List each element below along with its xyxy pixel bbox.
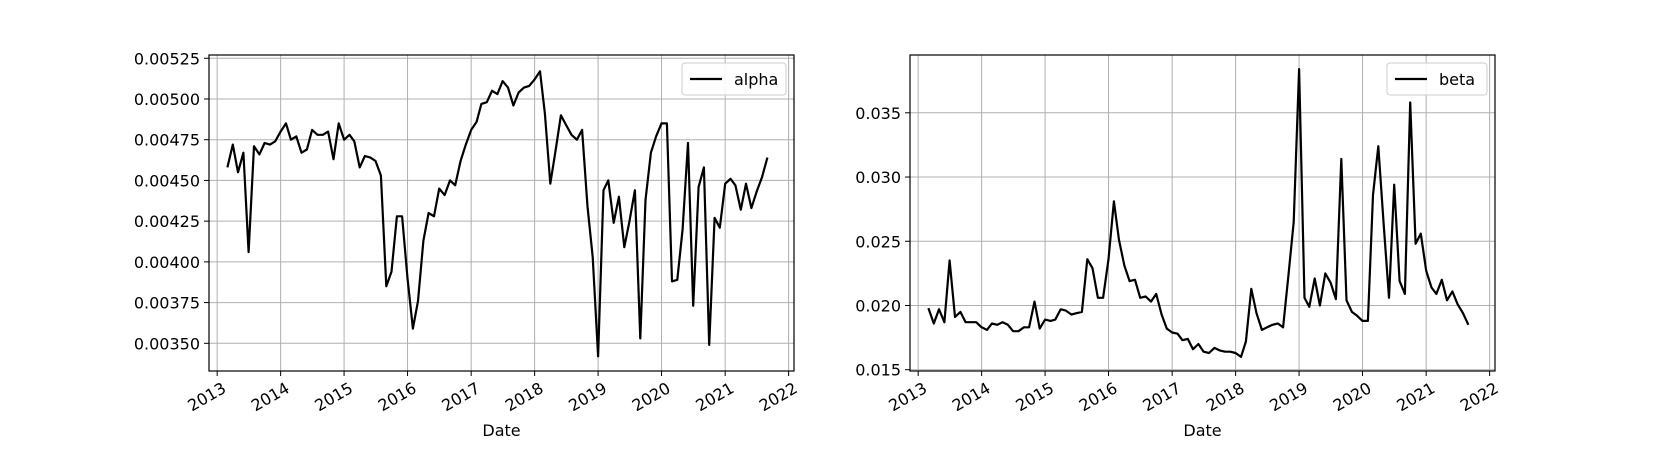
legend-label-beta: beta [1439,70,1475,89]
x-axis-label: Date [482,421,520,440]
x-tick-label: 2018 [1203,378,1248,415]
x-tick-label: 2016 [1076,378,1121,415]
y-tick-label: 0.020 [855,296,901,315]
y-tick-label: 0.00525 [134,49,200,68]
axes-frame [208,54,795,372]
y-tick-label: 0.00500 [134,90,200,109]
chart-panel-2: 0.015 0.020 0.025 0.030 0.035 2013 2014 2015 201… [855,54,1502,440]
legend: alpha [681,62,787,96]
x-tick-label: 2022 [756,378,801,415]
y-tick-label: 0.015 [855,361,901,380]
y-tick-label: 0.035 [855,104,901,123]
x-tick-label: 2021 [692,378,737,415]
x-tick-label: 2020 [629,378,674,415]
x-tick-label: 2017 [438,378,483,415]
x-tick-label: 2018 [502,378,547,415]
x-tick-label: 2015 [311,378,356,415]
legend-label-alpha: alpha [734,70,778,89]
x-tick-label: 2017 [1139,378,1184,415]
y-tick-label: 0.00475 [134,131,200,150]
x-tick-label: 2014 [949,378,994,415]
y-tick-label: 0.025 [855,232,901,251]
legend-box [1386,62,1488,96]
y-tick-label: 0.00450 [134,171,200,190]
y-tick-label: 0.00400 [134,253,200,272]
x-tick-label: 2022 [1457,378,1502,415]
axes-frame [909,54,1496,372]
series-line-beta [927,68,1470,358]
x-tick-label: 2019 [1266,378,1311,415]
y-tick-label: 0.00375 [134,294,200,313]
y-tick-label: 0.00425 [134,212,200,231]
x-tick-label: 2015 [1012,378,1057,415]
legend: beta [1386,62,1488,96]
chart-panel-1: 0.00350 0.00375 0.00400 0.00425 0.00450 0.004… [134,49,801,440]
x-tick-label: 2020 [1330,378,1375,415]
x-tick-label: 2013 [184,378,229,415]
legend-box [681,62,787,96]
y-tick-label: 0.00350 [134,334,200,353]
x-tick-label: 2014 [248,378,293,415]
x-tick-label: 2013 [885,378,930,415]
y-tick-label: 0.030 [855,168,901,187]
x-tick-label: 2016 [375,378,420,415]
series-line-alpha [226,70,769,358]
x-axis-label: Date [1183,421,1221,440]
x-tick-label: 2021 [1393,378,1438,415]
x-tick-label: 2019 [565,378,610,415]
